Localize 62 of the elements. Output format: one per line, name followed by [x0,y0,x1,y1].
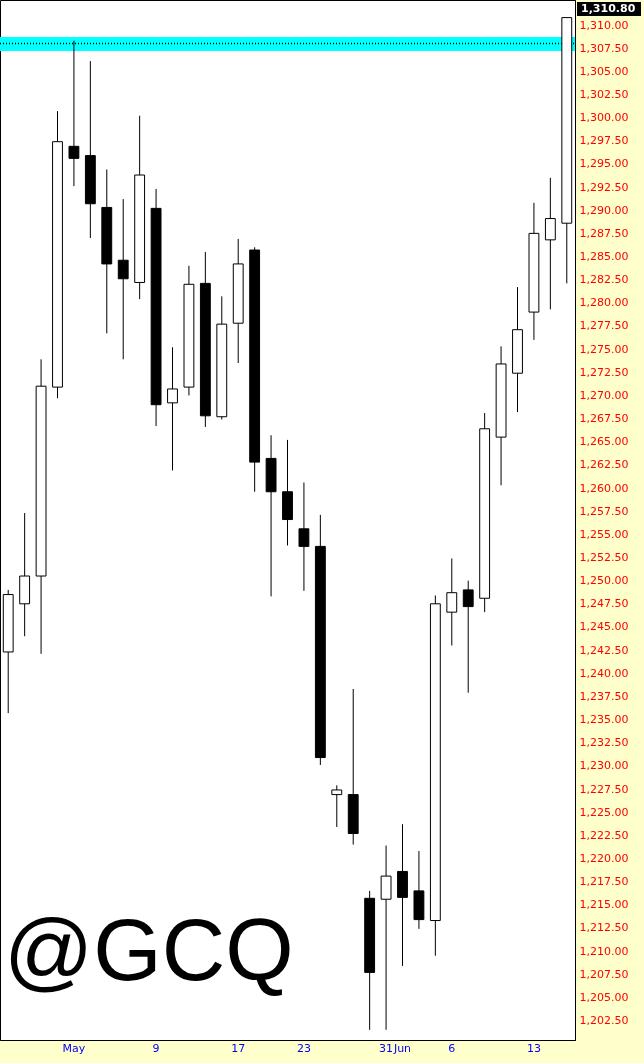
y-tick-label: 1,207.50 [579,967,629,981]
y-tick-label: 1,275.00 [579,342,629,356]
y-tick-label: 1,252.50 [579,551,629,565]
y-tick-label: 1,287.50 [579,226,629,240]
y-tick-label: 1,232.50 [579,736,629,750]
candlestick [380,845,392,1031]
x-tick-label: Jun [392,1041,412,1055]
y-tick-label: 1,225.00 [579,805,629,819]
y-tick-label: 1,305.00 [579,64,629,78]
y-tick-label: 1,260.00 [579,481,629,495]
y-tick-label: 1,237.50 [579,689,629,703]
y-tick-label: 1,307.50 [579,41,629,55]
y-tick-label: 1,277.50 [579,319,629,333]
y-tick-label: 1,210.00 [579,944,629,958]
x-tick-label: 6 [448,1041,456,1055]
y-tick-label: 1,302.50 [579,87,629,101]
x-tick-label: 17 [231,1041,246,1055]
y-tick-label: 1,282.50 [579,273,629,287]
candlestick [331,784,343,828]
y-tick-label: 1,265.00 [579,435,629,449]
candlestick [298,481,310,592]
y-tick-label: 1,262.50 [579,458,629,472]
y-tick-label: 1,212.50 [579,921,629,935]
y-tick-label: 1,270.00 [579,388,629,402]
y-tick-label: 1,255.00 [579,527,629,541]
candlestick [462,580,474,694]
y-tick-label: 1,280.00 [579,296,629,310]
x-tick-label: 23 [296,1041,311,1055]
y-tick-label: 1,272.50 [579,365,629,379]
x-tick-label: 13 [526,1041,541,1055]
y-tick-label: 1,292.50 [579,180,629,194]
candlestick [167,346,178,471]
y-tick-label: 1,205.00 [579,990,629,1004]
y-tick-label: 1,247.50 [579,597,629,611]
y-tick-label: 1,242.50 [579,643,629,657]
y-tick-label: 1,285.00 [579,250,629,264]
candlestick [446,557,458,646]
y-tick-label: 1,227.50 [579,782,629,796]
y-tick-label: 1,300.00 [579,111,629,125]
y-tick-label: 1,297.50 [579,134,629,148]
y-tick-label: 1,202.50 [579,1014,629,1028]
text: 1,310.80 [581,2,636,15]
candlestick [544,177,556,310]
annotation: @GCQ [4,900,294,999]
y-tick-label: 1,222.50 [579,828,629,842]
y-tick-label: 1,245.00 [579,620,629,634]
candlestick [117,198,129,360]
y-tick-label: 1,217.50 [579,875,629,889]
y-tick-label: 1,290.00 [579,203,629,217]
y-tick-label: 1,240.00 [579,666,629,680]
y-tick-label: 1,220.00 [579,851,629,865]
x-tick-label: 9 [152,1041,160,1055]
y-tick-label: 1,230.00 [579,759,629,773]
x-tick-label: 31 [379,1041,394,1055]
y-tick-label: 1,215.00 [579,898,629,912]
y-tick-label: 1,310.00 [579,18,629,32]
y-tick-label: 1,295.00 [579,157,629,171]
y-tick-label: 1,250.00 [579,574,629,588]
y-tick-label: 1,267.50 [579,412,629,426]
x-tick-label: May [62,1041,86,1055]
y-tick-label: 1,257.50 [579,504,629,518]
y-tick-label: 1,235.00 [579,713,629,727]
